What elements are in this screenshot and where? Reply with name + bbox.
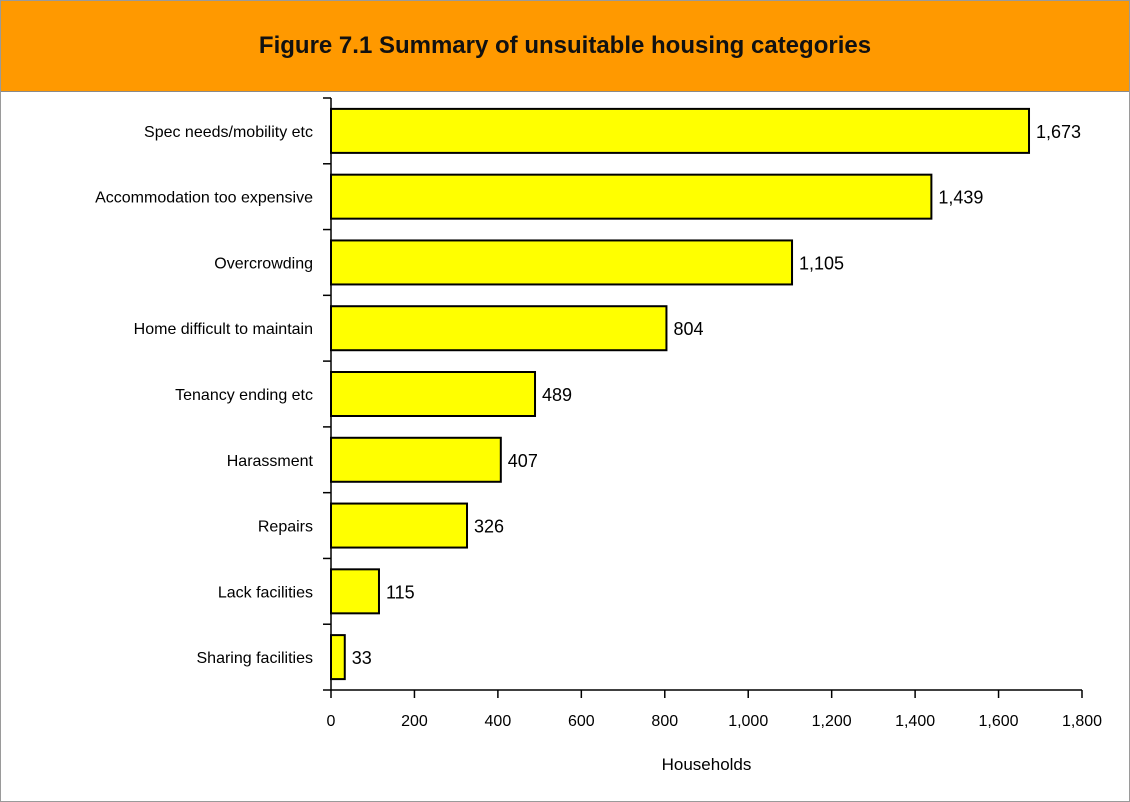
category-label-6: Repairs <box>258 519 313 536</box>
value-label-6: 326 <box>474 517 504 537</box>
value-label-3: 804 <box>673 319 703 339</box>
bar-2 <box>330 239 794 286</box>
x-tick-label-6: 1,200 <box>812 713 852 730</box>
value-label-2: 1,105 <box>799 253 844 273</box>
bar-5 <box>330 436 502 483</box>
category-label-7: Lack facilities <box>218 584 313 601</box>
category-label-3: Home difficult to maintain <box>134 321 313 338</box>
bar-7 <box>330 568 380 615</box>
value-label-8: 33 <box>352 648 372 668</box>
x-tick-label-9: 1,800 <box>1062 713 1102 730</box>
x-tick-label-7: 1,400 <box>895 713 935 730</box>
bar-8 <box>330 634 346 681</box>
category-label-0: Spec needs/mobility etc <box>144 124 313 141</box>
x-tick-label-1: 200 <box>401 713 428 730</box>
bar-3 <box>330 305 668 352</box>
bar-1 <box>330 173 933 220</box>
bar-0 <box>330 107 1031 154</box>
x-tick-label-8: 1,600 <box>979 713 1019 730</box>
bars-group: 1,673 1,439 1,105 804 489 407 326 115 33 <box>330 107 1081 681</box>
x-tick-label-4: 800 <box>651 713 678 730</box>
x-tick-label-0: 0 <box>327 713 336 730</box>
axes-group: Spec needs/mobility etc Accommodation too… <box>95 97 1102 730</box>
value-label-7: 115 <box>386 582 415 602</box>
value-label-0: 1,673 <box>1036 122 1081 142</box>
category-label-5: Harassment <box>227 453 314 470</box>
value-label-4: 489 <box>542 385 572 405</box>
figure-title: Figure 7.1 Summary of unsuitable housing… <box>258 32 872 59</box>
category-label-1: Accommodation too expensive <box>95 190 313 207</box>
bar-6 <box>330 502 469 549</box>
value-label-5: 407 <box>508 451 538 471</box>
bar-4 <box>330 371 537 417</box>
x-axis-title: Households <box>662 755 752 774</box>
figure-header: Figure 7.1 Summary of unsuitable housing… <box>1 1 1129 92</box>
category-label-8: Sharing facilities <box>197 650 314 667</box>
category-label-4: Tenancy ending etc <box>175 387 313 404</box>
value-label-1: 1,439 <box>938 188 983 208</box>
x-tick-label-5: 1,000 <box>728 713 768 730</box>
category-label-2: Overcrowding <box>214 255 313 272</box>
x-tick-label-3: 600 <box>568 713 595 730</box>
x-tick-label-2: 400 <box>485 713 512 730</box>
